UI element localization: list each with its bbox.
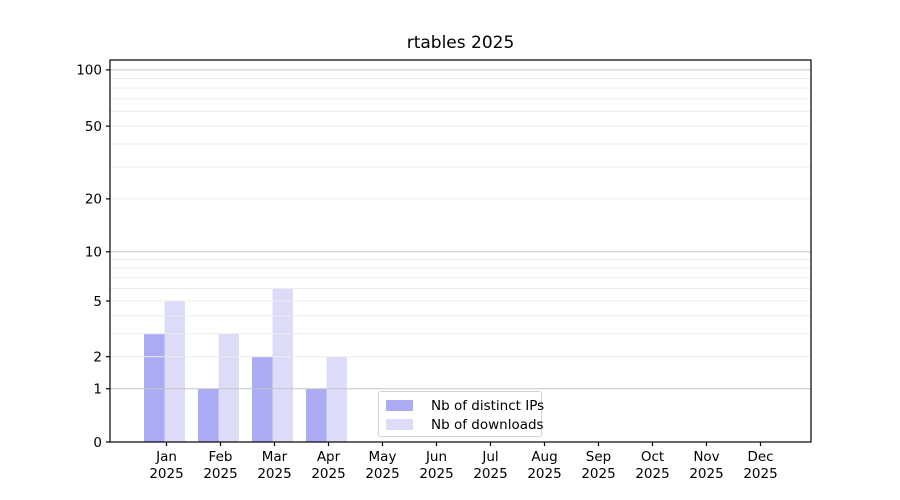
bar-nb-of-distinct-ips-0 <box>144 333 165 442</box>
bar-nb-of-distinct-ips-3 <box>306 388 327 442</box>
y-tick-label: 100 <box>76 63 102 79</box>
x-tick-label-month: Mar <box>262 449 288 465</box>
chart-title: rtables 2025 <box>406 33 515 53</box>
x-tick-label-year: 2025 <box>257 466 291 482</box>
x-tick-label-year: 2025 <box>311 466 345 482</box>
x-tick-label-year: 2025 <box>527 466 561 482</box>
legend: Nb of distinct IPs Nb of downloads <box>378 391 545 437</box>
x-tick-label-year: 2025 <box>743 466 777 482</box>
legend-item-downloads: Nb of downloads <box>379 415 544 434</box>
y-tick-label: 2 <box>93 350 102 366</box>
axes-layer <box>106 59 812 446</box>
x-tick-label-month: May <box>369 449 397 465</box>
legend-item-distinct-ips: Nb of distinct IPs <box>379 396 545 415</box>
x-tick-label-year: 2025 <box>581 466 615 482</box>
x-tick-label-month: Dec <box>747 449 773 465</box>
x-tick-label-month: Jul <box>481 449 498 465</box>
bar-nb-of-distinct-ips-1 <box>198 388 219 442</box>
x-tick-label-year: 2025 <box>203 466 237 482</box>
x-tick-label-year: 2025 <box>419 466 453 482</box>
y-tick-label: 5 <box>93 294 102 310</box>
plot-border <box>109 59 812 443</box>
x-tick-label-month: Feb <box>209 449 233 465</box>
y-tick-label: 20 <box>85 192 102 208</box>
y-tick-label: 10 <box>85 245 102 261</box>
bar-nb-of-downloads-3 <box>326 356 347 442</box>
gridlines-layer <box>110 69 811 390</box>
bar-nb-of-downloads-1 <box>218 333 239 442</box>
legend-swatch-distinct-ips <box>386 400 413 411</box>
bar-nb-of-distinct-ips-2 <box>252 356 273 442</box>
legend-label-downloads: Nb of downloads <box>431 416 544 433</box>
x-tick-label-month: Jun <box>425 449 447 465</box>
y-tick-label: 0 <box>93 435 102 451</box>
legend-swatch-downloads <box>386 419 413 430</box>
y-tick-label: 50 <box>85 119 102 135</box>
x-tick-label-month: Nov <box>693 449 719 465</box>
x-tick-label-year: 2025 <box>635 466 669 482</box>
x-tick-label-year: 2025 <box>473 466 507 482</box>
legend-label-distinct-ips: Nb of distinct IPs <box>431 397 545 414</box>
bars-layer <box>144 288 347 442</box>
x-tick-label-month: Oct <box>641 449 664 465</box>
bar-nb-of-downloads-2 <box>272 288 293 442</box>
tick-labels-layer: 0125102050100Jan2025Feb2025Mar2025Apr202… <box>76 63 777 482</box>
x-tick-label-year: 2025 <box>149 466 183 482</box>
x-tick-label-month: Sep <box>586 449 611 465</box>
x-tick-label-month: Jan <box>155 449 177 465</box>
bar-nb-of-downloads-0 <box>164 301 185 442</box>
x-tick-label-year: 2025 <box>365 466 399 482</box>
y-tick-label: 1 <box>93 382 102 398</box>
x-tick-label-month: Apr <box>317 449 341 465</box>
x-tick-label-year: 2025 <box>689 466 723 482</box>
x-tick-label-month: Aug <box>531 449 557 465</box>
